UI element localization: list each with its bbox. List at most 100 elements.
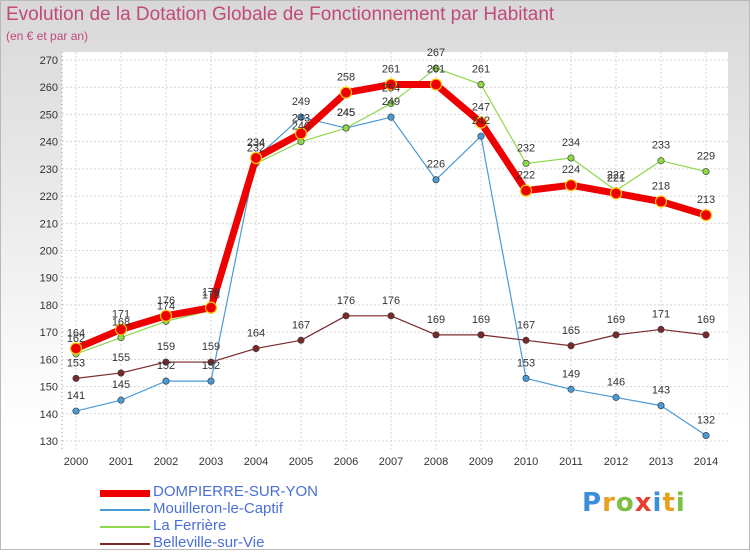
logo-letter: x: [634, 488, 653, 518]
proxiti-logo: Proxiti: [582, 488, 686, 518]
series-point-1: [117, 396, 125, 404]
series-point-0: [564, 179, 578, 192]
series-point-1: [162, 377, 170, 385]
legend-swatch-ferriere: [100, 526, 150, 528]
y-tick-label: 160: [40, 354, 58, 366]
data-label-1: 249: [292, 96, 310, 108]
data-label-1: 245: [337, 107, 355, 119]
data-label-2: 232: [517, 142, 535, 154]
series-point-0: [204, 301, 218, 314]
series-point-0: [339, 86, 353, 99]
series-point-0: [384, 78, 398, 91]
data-label-2: 234: [562, 137, 580, 149]
data-label-1: 153: [517, 357, 535, 369]
data-label-2: 162: [67, 333, 85, 345]
series-point-1: [567, 385, 575, 393]
data-label-2: 261: [472, 63, 490, 75]
legend-label-dompierre: DOMPIERRE-SUR-YON: [153, 483, 319, 500]
y-tick-label: 260: [40, 82, 58, 94]
data-label-2: 232: [247, 142, 265, 154]
y-tick-label: 150: [40, 382, 58, 394]
y-tick-label: 130: [40, 436, 58, 448]
series-point-1: [432, 176, 440, 184]
logo-letter: P: [582, 488, 603, 518]
data-label-3: 159: [157, 341, 175, 353]
x-tick-label: 2002: [154, 456, 178, 468]
logo-letter: o: [615, 488, 635, 518]
data-label-0: 222: [517, 170, 535, 182]
data-label-3: 159: [202, 341, 220, 353]
legend-swatch-belleville: [100, 543, 150, 545]
data-label-3: 169: [472, 314, 490, 326]
series-point-0: [699, 209, 713, 222]
x-tick-label: 2013: [649, 456, 673, 468]
y-tick-label: 220: [40, 191, 58, 203]
data-label-1: 234: [247, 137, 265, 149]
data-label-2: 168: [112, 317, 130, 329]
series-point-0: [654, 195, 668, 208]
data-label-3: 165: [562, 325, 580, 337]
x-tick-label: 2012: [604, 456, 628, 468]
data-label-0: 176: [157, 295, 175, 307]
data-label-1: 152: [157, 360, 175, 372]
logo-letter: r: [602, 488, 616, 518]
data-label-0: 243: [292, 112, 310, 124]
data-label-3: 169: [607, 314, 625, 326]
series-point-0: [114, 323, 128, 336]
series-point-2: [567, 154, 575, 162]
logo-letter: t: [662, 488, 676, 518]
data-label-2: 222: [607, 170, 625, 182]
series-point-3: [387, 312, 395, 320]
series-point-0: [249, 151, 263, 165]
x-tick-label: 2010: [514, 456, 538, 468]
series-point-1: [612, 393, 620, 401]
series-point-2: [477, 80, 485, 88]
data-label-0: 171: [112, 308, 130, 320]
y-tick-label: 140: [40, 409, 58, 421]
series-point-3: [252, 344, 260, 352]
legend-label-mouilleron: Mouilleron-le-Captif: [153, 500, 284, 517]
series-point-0: [519, 184, 533, 197]
data-label-1: 226: [427, 159, 445, 171]
series-point-1: [387, 113, 395, 121]
y-tick-label: 230: [40, 164, 58, 176]
series-point-3: [297, 336, 305, 344]
data-label-2: 245: [337, 107, 355, 119]
x-tick-label: 2014: [694, 456, 718, 468]
y-tick-label: 250: [40, 109, 58, 121]
series-point-2: [657, 157, 665, 165]
series-point-3: [522, 336, 530, 344]
data-label-3: 176: [337, 295, 355, 307]
data-label-1: 141: [67, 390, 85, 402]
x-tick-label: 2000: [64, 456, 88, 468]
series-point-2: [432, 64, 440, 72]
series-point-3: [342, 312, 350, 320]
data-label-0: 234: [247, 137, 265, 149]
series-point-1: [477, 132, 485, 140]
series-point-2: [342, 124, 350, 132]
data-label-0: 179: [202, 287, 220, 299]
series-point-1: [207, 377, 215, 385]
data-label-1: 149: [562, 368, 580, 380]
data-label-2: 229: [697, 151, 715, 163]
data-label-3: 176: [382, 295, 400, 307]
series-point-3: [567, 342, 575, 350]
series-point-3: [612, 331, 620, 339]
data-label-2: 174: [157, 300, 175, 312]
series-point-0: [159, 309, 173, 322]
data-label-3: 167: [517, 319, 535, 331]
data-label-3: 169: [427, 314, 445, 326]
data-label-0: 258: [337, 72, 355, 84]
series-point-1: [72, 407, 80, 415]
series-point-3: [162, 358, 170, 366]
data-label-3: 164: [247, 327, 265, 339]
data-label-0: 218: [652, 181, 670, 193]
x-tick-label: 2004: [244, 456, 268, 468]
data-label-0: 164: [67, 327, 85, 339]
series-point-3: [657, 325, 665, 333]
series-point-0: [474, 116, 488, 129]
y-tick-label: 180: [40, 300, 58, 312]
data-label-1: 143: [652, 385, 670, 397]
y-tick-label: 210: [40, 218, 58, 230]
